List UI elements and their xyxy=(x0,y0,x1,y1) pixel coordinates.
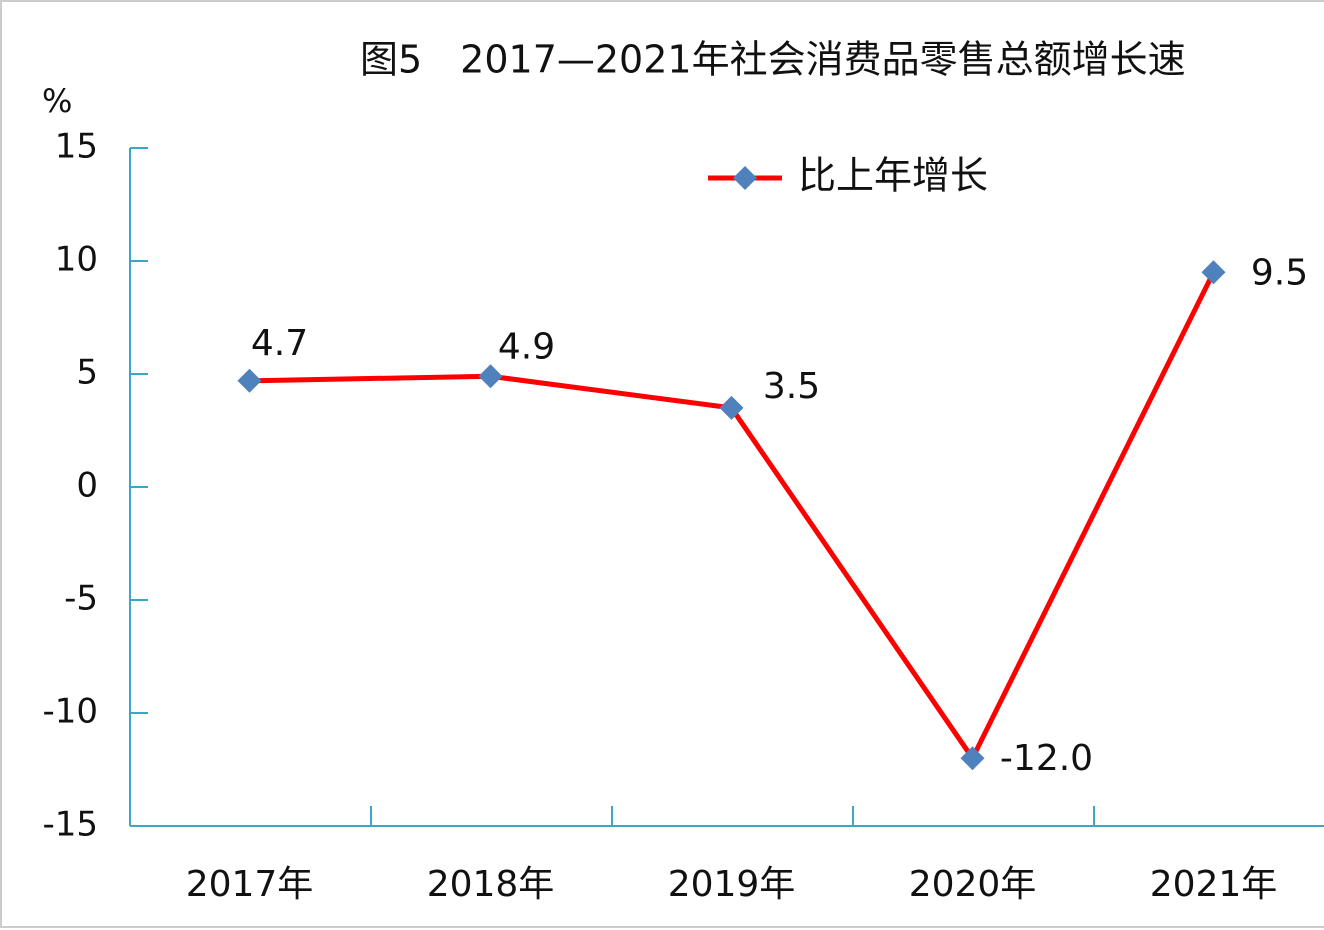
x-tick-label: 2019年 xyxy=(668,864,796,905)
y-tick-label: 10 xyxy=(55,240,98,280)
data-label: 4.7 xyxy=(251,323,308,364)
marker xyxy=(719,395,744,420)
y-axis-unit: % xyxy=(42,82,72,120)
x-tick-label: 2020年 xyxy=(909,864,1037,905)
marker xyxy=(478,364,503,389)
y-tick-label: -10 xyxy=(42,692,98,732)
marker xyxy=(960,746,985,771)
x-tick-label: 2017年 xyxy=(186,864,314,905)
line xyxy=(249,271,1216,761)
data-label: 9.5 xyxy=(1251,252,1308,293)
marker xyxy=(237,368,262,393)
x-tick-label: 2018年 xyxy=(427,864,555,905)
legend-label: 比上年增长 xyxy=(798,154,988,198)
data-label: -12.0 xyxy=(1000,738,1093,779)
data-label: 3.5 xyxy=(763,366,820,407)
legend-marker xyxy=(733,166,757,190)
x-tick-label: 2021年 xyxy=(1150,864,1278,905)
y-tick-label: -15 xyxy=(42,805,98,845)
y-tick-label: 0 xyxy=(76,466,98,506)
y-tick-label: 5 xyxy=(76,353,98,393)
data-label: 4.9 xyxy=(498,326,555,367)
y-tick-label: 15 xyxy=(55,127,98,167)
marker xyxy=(1201,260,1226,285)
chart-title: 图5 2017—2021年社会消费品零售总额增长速 xyxy=(360,38,1186,82)
y-tick-label: -5 xyxy=(64,579,98,619)
